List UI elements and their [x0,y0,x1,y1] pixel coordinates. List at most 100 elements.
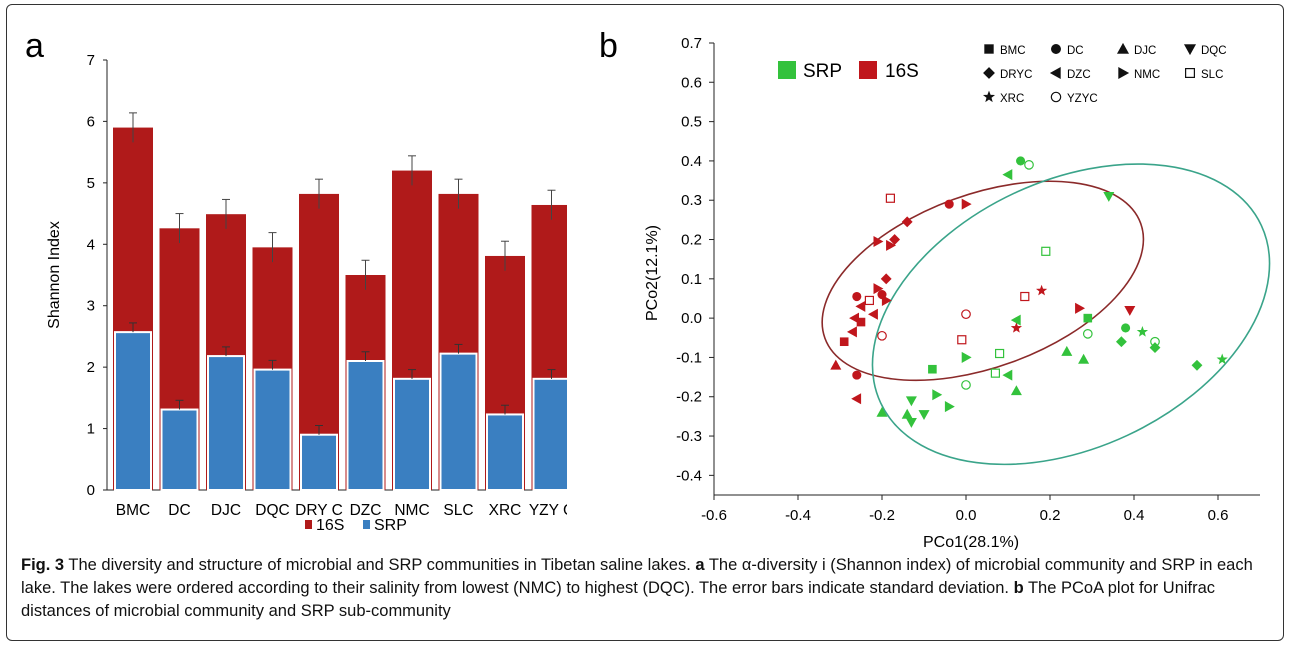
y-tick-label: -0.2 [676,389,702,406]
bar-srp [114,331,152,491]
point-16s-triangle-right [886,239,897,251]
x-tick-label: -0.2 [869,507,895,524]
point-srp-circle [1016,156,1026,166]
point-16s-circle [852,370,862,380]
point-16s-circle-open [877,330,887,341]
point-srp-triangle-up [901,408,913,419]
x-tick-label: DC [168,502,190,519]
y-tick-label: 0.1 [681,271,702,288]
legend-shape-triangle-left [1049,66,1061,80]
legend-label-srp: SRP [374,517,407,534]
x-tick-label: XRC [489,502,522,519]
point-16s-star [1010,322,1023,333]
point-16s-triangle-right [873,235,884,247]
point-srp-circle-open [1024,159,1034,170]
point-16s-diamond [901,216,913,228]
point-srp-diamond [1115,336,1127,348]
bar-chart-a: a 0 1 2 3 4 5 6 7 Shannon Index BMC DC DJC DQC DRY C DZ… [25,27,567,534]
point-16s-star [1035,284,1048,296]
point-16s-triangle-right [881,294,892,306]
legend-shape-label: NMC [1134,69,1160,81]
legend-label-srp: SRP [803,61,842,82]
point-srp-star [1136,326,1149,337]
point-16s-circle [852,291,862,302]
panel-label-b: b [599,27,618,65]
point-srp-triangle-right [944,401,955,413]
figure-caption: Fig. 3 The diversity and structure of mi… [21,554,1271,623]
point-srp-triangle-left [1002,169,1013,181]
x-tick-label: SLC [443,502,473,519]
point-16s-square-open [864,295,874,306]
y-tick-label: 0.7 [681,35,702,52]
y-tick-label: 4 [87,236,95,253]
bar-srp [393,377,431,492]
point-srp-triangle-up [876,406,888,417]
point-srp-triangle-up [1010,385,1022,396]
point-16s-triangle-up [830,359,842,370]
bar-srp [346,360,385,491]
point-16s-triangle-left [867,308,878,320]
x-tick-label: 0.2 [1040,507,1061,524]
confidence-ellipse-srp [871,163,1271,466]
y-tick-label: 7 [87,52,95,69]
point-16s-triangle-right [961,198,972,210]
point-srp-square [928,364,937,374]
x-tick-label: -0.6 [701,507,727,524]
legend-shape-circle-open [1050,91,1062,103]
point-16s-triangle-down [1124,305,1136,316]
legend-shape-label: YZYC [1067,93,1098,105]
y-tick-label: 0.6 [681,74,702,91]
y-tick-label: 5 [87,175,95,192]
x-tick-label: DJC [211,502,241,519]
legend-shape-label: XRC [1000,93,1024,105]
legend-shape-label: SLC [1201,69,1223,81]
point-16s-square-open [1020,291,1030,302]
point-srp-square [1083,313,1093,323]
point-srp-triangle-up [1078,353,1090,364]
point-16s-triangle-left [851,393,862,405]
point-srp-circle [1121,323,1131,333]
point-16s-square [856,317,866,327]
y-tick-label: 0.5 [681,114,702,131]
bar-srp [486,413,524,492]
point-srp-circle-open [961,380,971,390]
legend-shape-square-open [1184,67,1195,78]
x-tick-label: 0.0 [956,507,977,524]
y-axis-title: Shannon Index [46,221,63,329]
point-16s-triangle-left [855,300,866,312]
figure-panel: a 0 1 2 3 4 5 6 7 Shannon Index BMC DC DJC DQC DRY C DZ… [6,4,1284,641]
caption-letter-a: a [695,556,705,574]
point-srp-triangle-down [918,410,930,421]
x-tick-label: DQC [255,502,289,519]
point-srp-square-open [990,368,1000,378]
y-tick-label: 1 [87,421,95,438]
x-tick-label: NMC [394,502,429,519]
point-srp-square-open [995,348,1005,359]
point-16s-square-open [885,193,895,203]
point-16s-triangle-right [1075,302,1086,314]
point-srp-diamond [1149,342,1161,354]
point-srp-triangle-down [905,396,917,407]
legend-swatch-srp [363,520,370,529]
point-srp-diamond [1191,359,1203,371]
point-srp-triangle-down [1103,191,1115,202]
x-axis-title: PCo1(28.1%) [923,534,1019,550]
point-srp-triangle-down [905,417,917,428]
point-16s-triangle-right [873,283,884,295]
y-axis-title: PCo2(12.1%) [644,225,661,321]
y-tick-label: 6 [87,113,95,130]
point-16s-diamond [889,234,901,245]
point-srp-triangle-right [932,389,943,401]
y-tick-label: -0.1 [676,349,702,366]
legend-shape-triangle-up [1116,42,1130,54]
caption-lead: Fig. 3 [21,556,65,574]
y-tick-label: 0.4 [681,153,702,170]
y-tick-label: -0.3 [676,428,702,445]
panel-label-a: a [25,27,44,65]
legend-shape-square [984,44,994,54]
point-srp-triangle-right [961,351,972,363]
caption-part-1: The diversity and structure of microbial… [64,556,696,574]
bar-srp [253,368,292,492]
y-tick-label: -0.4 [676,467,702,484]
caption-letter-b: b [1013,579,1024,597]
